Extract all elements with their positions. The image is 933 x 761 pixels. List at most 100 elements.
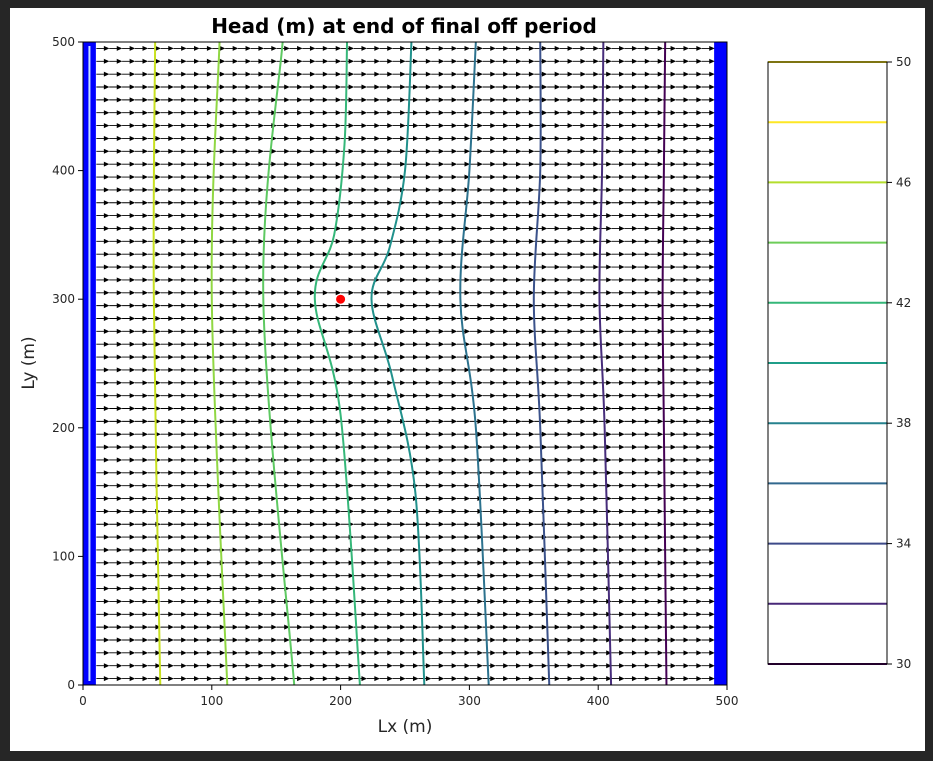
flow-vector — [650, 97, 664, 103]
flow-vector — [276, 444, 290, 450]
flow-vector — [469, 676, 483, 682]
flow-vector — [109, 367, 123, 373]
flow-vector — [456, 508, 471, 514]
flow-vector — [212, 598, 226, 604]
flow-vector — [289, 586, 303, 592]
flow-vector — [366, 110, 380, 116]
flow-vector — [418, 624, 432, 630]
flow-vector — [366, 380, 380, 386]
flow-vector — [701, 637, 715, 643]
flow-vector — [572, 483, 586, 489]
flow-vector — [637, 521, 651, 527]
flow-vector — [276, 663, 290, 669]
flow-vector — [675, 315, 690, 321]
flow-vector — [547, 328, 561, 334]
flow-vector — [508, 676, 522, 682]
flow-vector — [572, 637, 586, 643]
flow-vector — [199, 264, 213, 270]
flow-vector — [392, 84, 406, 90]
flow-vector — [250, 534, 264, 540]
flow-vector — [547, 431, 561, 437]
flow-vector — [109, 444, 123, 450]
flow-vector — [186, 457, 200, 463]
flow-vector — [431, 457, 445, 463]
flow-vector — [186, 58, 200, 64]
flow-vector — [624, 187, 638, 193]
flow-vector — [495, 496, 509, 502]
flow-vector — [122, 573, 136, 579]
flow-vector — [109, 277, 123, 283]
flow-vector — [289, 97, 303, 103]
flow-vector — [495, 367, 509, 373]
flow-vector — [688, 521, 702, 527]
flow-vector — [482, 290, 496, 296]
flow-vector — [134, 508, 149, 514]
flow-vector — [418, 213, 432, 219]
flow-vector — [302, 483, 316, 489]
flow-vector — [508, 663, 522, 669]
flow-vector — [444, 508, 458, 514]
flow-vector — [315, 251, 329, 257]
flow-vector — [109, 187, 123, 193]
flow-vector — [469, 470, 483, 476]
flow-vector — [379, 624, 393, 630]
flow-vector — [212, 135, 226, 141]
flow-vector — [675, 328, 690, 334]
flow-vector — [637, 406, 651, 412]
y-tick-label: 100 — [52, 549, 75, 563]
flow-vector — [637, 58, 651, 64]
flow-vector — [521, 393, 535, 399]
flow-vector — [238, 97, 252, 103]
flow-vector — [109, 380, 123, 386]
flow-vector — [547, 315, 561, 321]
flow-vector — [263, 97, 277, 103]
flow-vector — [250, 470, 264, 476]
flow-vector — [405, 663, 419, 669]
flow-vector — [405, 187, 419, 193]
flow-vector — [624, 418, 638, 424]
flow-vector — [366, 393, 380, 399]
flow-vector — [637, 303, 651, 309]
flow-vector — [276, 483, 290, 489]
flow-vector — [289, 135, 303, 141]
flow-vector — [96, 508, 110, 514]
flow-vector — [134, 573, 149, 579]
flow-vector — [96, 123, 110, 129]
flow-vector — [508, 110, 522, 116]
flow-vector — [122, 341, 136, 347]
flow-vector — [547, 303, 561, 309]
flow-vector — [521, 406, 535, 412]
flow-vector — [366, 470, 380, 476]
flow-vector — [688, 135, 702, 141]
flow-vector — [160, 161, 174, 167]
flow-vector — [379, 547, 393, 553]
flow-vector — [289, 444, 303, 450]
flow-vector — [225, 496, 239, 502]
flow-vector — [521, 277, 535, 283]
flow-vector — [212, 110, 226, 116]
flow-vector — [547, 58, 561, 64]
flow-vector — [302, 71, 316, 77]
flow-vector — [482, 200, 496, 206]
flow-vector — [160, 483, 174, 489]
flow-vector — [572, 547, 586, 553]
flow-vector — [199, 148, 213, 154]
flow-vector — [508, 71, 522, 77]
flow-vector — [238, 650, 252, 656]
flow-vector — [701, 534, 715, 540]
flow-vector — [701, 123, 715, 129]
flow-vector — [341, 676, 355, 682]
flow-vector — [173, 251, 187, 257]
flow-vector — [109, 611, 123, 617]
flow-vector — [109, 624, 123, 630]
flow-vector — [547, 418, 561, 424]
flow-vector — [302, 341, 316, 347]
flow-vector — [560, 174, 574, 180]
flow-vector — [534, 663, 548, 669]
flow-vector — [534, 380, 548, 386]
flow-vector — [212, 547, 226, 553]
flow-vector — [276, 148, 290, 154]
flow-vector — [96, 547, 110, 553]
flow-vector — [495, 187, 509, 193]
flow-vector — [508, 380, 522, 386]
